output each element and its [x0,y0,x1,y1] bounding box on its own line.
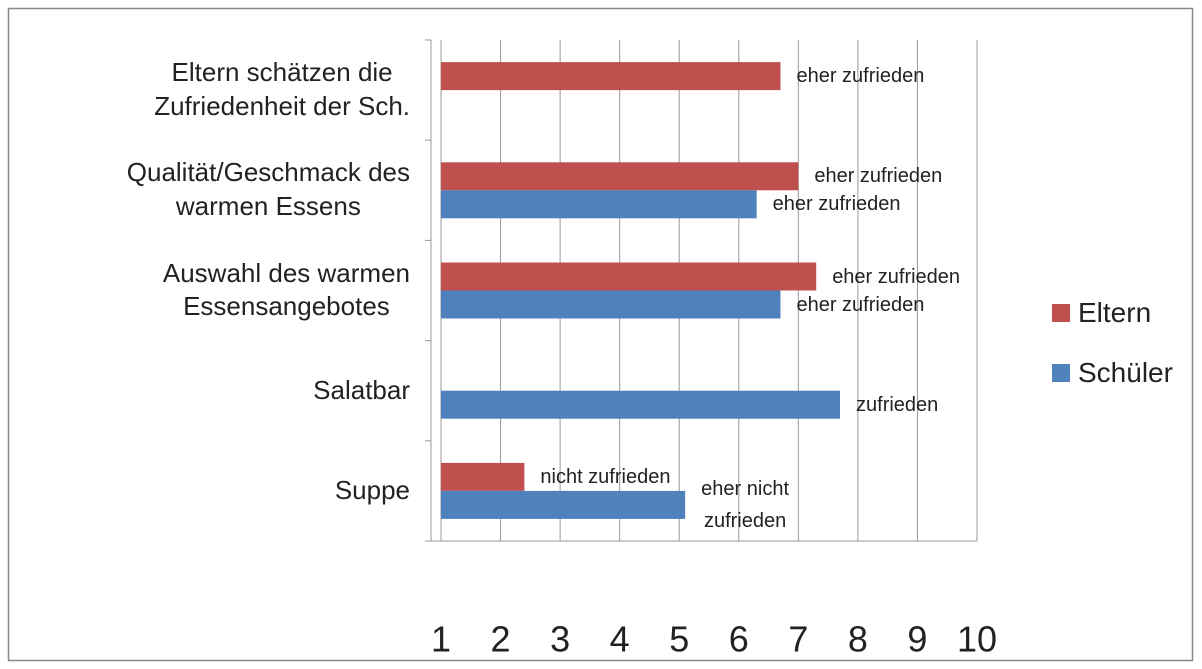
data-label: eher nicht zufrieden [701,477,790,532]
y-tick-label: Qualität/Geschmack des warmen Essens [126,157,410,222]
bar [441,62,781,91]
x-tick-label: 5 [669,618,690,660]
data-label: eher zufrieden [814,165,943,188]
data-label: eher zufrieden [796,65,925,88]
bar [441,390,841,419]
bar [441,162,799,191]
x-tick-label: 9 [907,618,928,660]
y-tick-label: Eltern schätzen die Zufriedenheit der Sc… [154,57,410,122]
x-tick-label: 10 [956,618,998,660]
data-label: eher zufrieden [796,293,925,316]
bar [441,190,757,219]
legend-swatch [1052,304,1070,322]
bar [441,290,781,319]
frame [7,7,1194,662]
legend-label: Schüler [1078,356,1173,388]
bar [441,262,817,291]
x-tick-label: 4 [609,618,630,660]
x-tick-label: 6 [728,618,749,660]
x-tick-label: 8 [847,618,868,660]
y-tick-label: Salatbar [313,374,410,405]
x-tick-label: 7 [788,618,809,660]
legend-swatch [1052,364,1070,382]
y-tick-label: Auswahl des warmen Essensangebotes [162,257,410,322]
y-tick-label: Suppe [334,474,410,505]
x-tick-label: 2 [490,618,511,660]
bar [441,490,686,519]
data-label: nicht zufrieden [540,465,671,488]
data-label: eher zufrieden [832,265,961,288]
x-tick-label: 3 [550,618,571,660]
legend-label: Eltern [1078,296,1152,328]
x-tick-label: 1 [430,618,452,660]
data-label: eher zufrieden [772,193,901,216]
data-label: zufrieden [856,393,939,416]
bar [441,462,525,491]
